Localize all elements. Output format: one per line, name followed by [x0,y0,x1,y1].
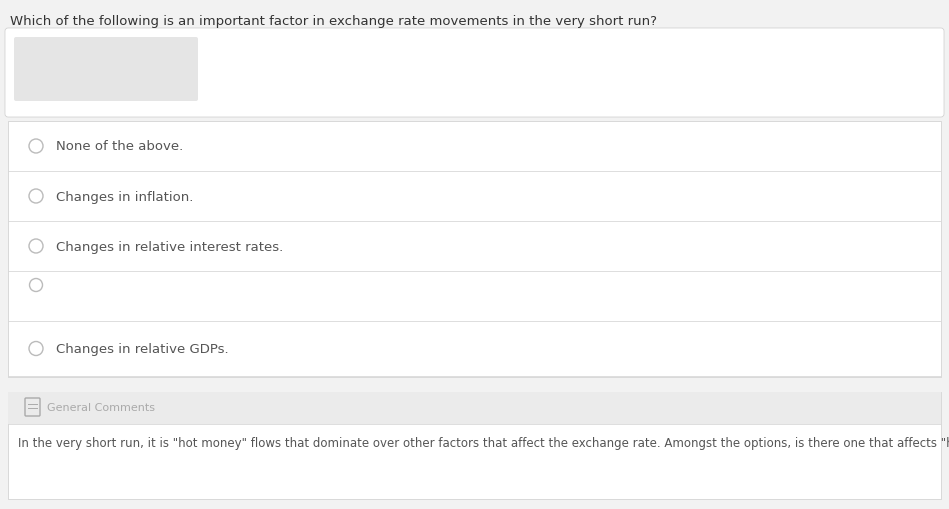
Text: General Comments: General Comments [47,402,155,412]
FancyBboxPatch shape [8,392,941,424]
FancyBboxPatch shape [8,392,941,499]
Text: Changes in relative interest rates.: Changes in relative interest rates. [56,240,283,253]
FancyBboxPatch shape [5,29,944,118]
Text: Which of the following is an important factor in exchange rate movements in the : Which of the following is an important f… [10,15,657,28]
Text: In the very short run, it is "hot money" flows that dominate over other factors : In the very short run, it is "hot money"… [18,436,949,449]
FancyBboxPatch shape [8,122,941,377]
Text: Changes in relative GDPs.: Changes in relative GDPs. [56,343,229,355]
Text: Changes in inflation.: Changes in inflation. [56,190,194,203]
FancyBboxPatch shape [14,38,198,102]
Text: None of the above.: None of the above. [56,140,183,153]
